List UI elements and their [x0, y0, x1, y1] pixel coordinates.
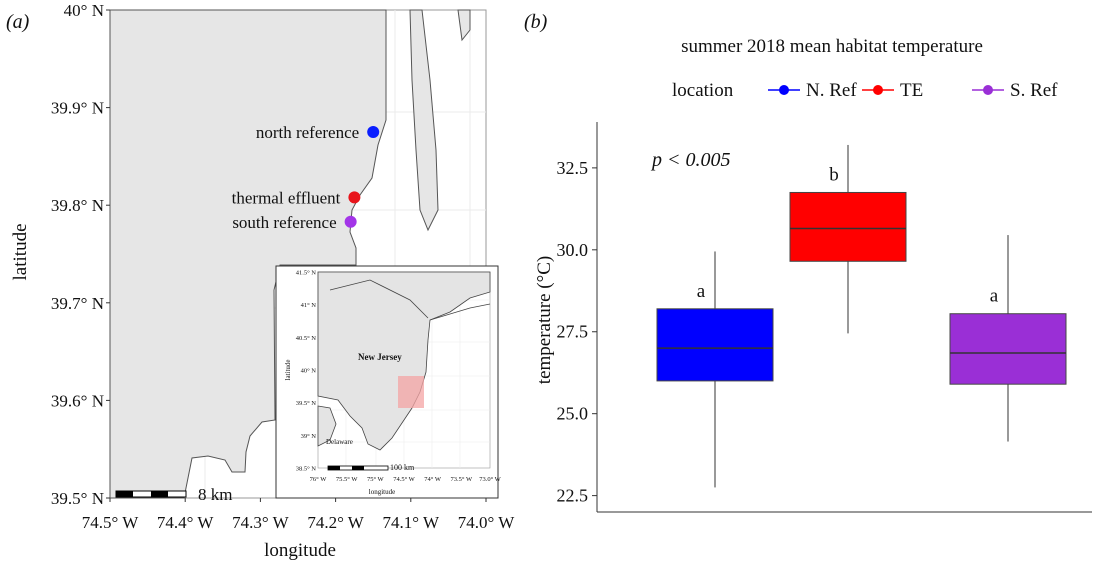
legend-label: S. Ref	[1010, 80, 1058, 101]
y-tick-label: 22.5	[557, 486, 589, 506]
inset-y-axis-label: latitude	[284, 360, 292, 381]
group-letter: a	[697, 281, 706, 302]
inset-y-tick-label: 41.5° N	[296, 270, 317, 277]
y-axis-label: temperature (°C)	[534, 256, 555, 384]
inset-x-axis-label: longitude	[369, 488, 395, 496]
map-scale-bar: 8 km	[115, 485, 232, 504]
inset-x-ticks: 76° W 75.5° W 75° W 74.5° W 74° W 73.5° W 73.0…	[310, 476, 502, 483]
legend-label: N. Ref	[806, 80, 857, 101]
panel-b: (b) summer 2018 mean habitat temperature…	[524, 11, 1092, 513]
y-tick-label: 25.0	[557, 404, 589, 424]
inset-map: New Jersey Delaware 100 km 38.5° N39° N3…	[275, 265, 502, 499]
map-x-tick-label: 74.2° W	[307, 513, 364, 532]
inset-x-tick-label: 74° W	[424, 476, 442, 483]
panel-a: (a) north reference thermal effluent south…	[6, 1, 515, 561]
box-s-ref: a	[949, 235, 1067, 442]
map-x-tick-label: 74.1° W	[383, 513, 440, 532]
map-area: north reference thermal effluent south ref…	[109, 9, 502, 504]
legend-items: N. Ref TE S. Ref	[768, 80, 1058, 101]
group-letter: a	[990, 286, 999, 307]
y-tick-label: 32.5	[557, 158, 589, 178]
study-sites: north reference thermal effluent south ref…	[232, 123, 380, 232]
inset-y-tick-label: 40.5° N	[296, 335, 317, 342]
inset-long-island-coast	[429, 303, 491, 321]
inset-new-jersey-label: New Jersey	[358, 352, 402, 362]
y-tick-label: 27.5	[557, 322, 589, 342]
inset-x-tick-label: 73.0° W	[479, 476, 501, 483]
inset-x-tick-label: 74.5° W	[393, 476, 415, 483]
legend-key-dot	[779, 85, 789, 95]
inset-y-tick-label: 41° N	[301, 302, 317, 309]
inset-x-tick-label: 75° W	[367, 476, 385, 483]
box-plots: a b a	[656, 144, 1067, 488]
legend-key-dot	[873, 85, 883, 95]
legend-label: TE	[900, 80, 923, 101]
map-x-tick-label: 74.4° W	[157, 513, 214, 532]
legend-title: location	[672, 80, 734, 101]
map-x-ticks: 74.5° W 74.4° W 74.3° W 74.2° W 74.1° W 74.0°…	[82, 498, 515, 532]
site-marker	[348, 191, 361, 204]
box-body	[949, 313, 1067, 385]
p-value-annotation: p < 0.005	[650, 149, 731, 171]
inset-y-tick-label: 40° N	[301, 368, 317, 375]
box-n-ref: a	[656, 251, 774, 488]
map-scale-label: 8 km	[198, 485, 232, 504]
inset-y-tick-label: 39.5° N	[296, 400, 317, 407]
y-axis-ticks: 22.5 25.0 27.5 30.0 32.5	[557, 158, 597, 506]
site-marker	[367, 126, 380, 138]
map-y-tick-label: 39.9° N	[51, 99, 104, 118]
inset-delaware-shape	[317, 405, 337, 447]
inset-y-tick-label: 38.5° N	[296, 466, 317, 473]
site-label: north reference	[256, 123, 359, 142]
map-y-tick-label: 39.8° N	[51, 196, 104, 215]
map-y-tick-label: 39.5° N	[51, 489, 104, 508]
panel-a-label: (a)	[6, 11, 30, 33]
map-y-tick-label: 40° N	[64, 1, 104, 20]
inset-delaware-label: Delaware	[326, 438, 353, 446]
inset-y-tick-label: 39° N	[301, 433, 317, 440]
barrier-island-shape	[409, 9, 439, 232]
box-body	[656, 308, 774, 382]
chart-title: summer 2018 mean habitat temperature	[681, 36, 983, 57]
map-y-tick-label: 39.6° N	[51, 391, 104, 410]
site-marker	[344, 215, 357, 228]
inset-y-ticks: 38.5° N 39° N 39.5° N 40° N 40.5° N 41° N 41.5…	[296, 270, 317, 473]
map-y-ticks: 39.5° N 39.6° N 39.7° N 39.8° N 39.9° N 40° N	[51, 1, 110, 508]
map-x-tick-label: 74.3° W	[232, 513, 289, 532]
map-x-tick-label: 74.5° W	[82, 513, 139, 532]
panel-b-label: (b)	[524, 11, 548, 33]
site-label: south reference	[232, 213, 336, 232]
group-letter: b	[829, 164, 839, 185]
inset-x-tick-label: 73.5° W	[451, 476, 473, 483]
mainland-shape	[109, 9, 387, 499]
legend-key-dot	[983, 85, 993, 95]
box-body	[789, 191, 907, 262]
inset-study-area	[398, 376, 424, 408]
inset-x-tick-label: 75.5° W	[336, 476, 358, 483]
inset-state-border	[329, 279, 429, 319]
map-y-axis-label: latitude	[10, 224, 31, 281]
map-x-tick-label: 74.0° W	[458, 513, 515, 532]
map-x-axis-label: longitude	[264, 540, 336, 561]
chart-legend: location N. Ref TE S. Ref	[672, 80, 1058, 101]
site-label: thermal effluent	[232, 188, 341, 207]
inset-scale-label: 100 km	[390, 463, 415, 472]
inset-x-tick-label: 76° W	[310, 476, 328, 483]
box-te: b	[789, 144, 907, 334]
northeast-land-shape	[457, 9, 471, 42]
map-y-tick-label: 39.7° N	[51, 294, 104, 313]
y-tick-label: 30.0	[557, 240, 589, 260]
